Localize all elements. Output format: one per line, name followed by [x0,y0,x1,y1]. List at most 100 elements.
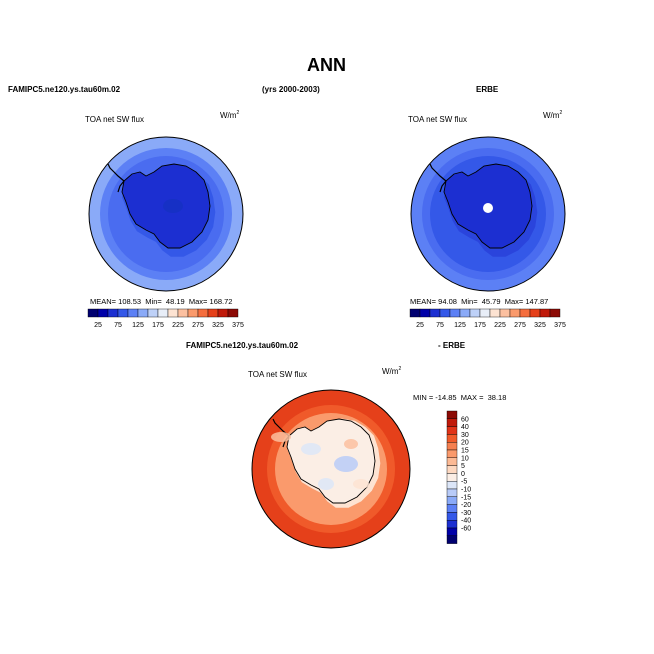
colorbar-swatch [449,308,461,318]
diff-colorbar-swatch [446,519,458,529]
diff-colorbar-tick-label: 30 [461,432,469,439]
colorbar-tick-label: 75 [114,322,122,329]
diff-colorbar-tick-label: -20 [461,502,471,509]
diff-colorbar-tick-label: 60 [461,416,469,423]
colorbar-tick-label: 25 [94,322,102,329]
page-title: ANN [307,55,346,75]
model-units-label: W/m2 [220,110,239,120]
diff-units-text: W/m [382,367,399,376]
diff-title-left: FAMIPC5.ne120.ys.tau60m.02 [186,341,299,350]
colorbar-swatch [197,308,209,318]
colorbar-tick-label: 225 [172,322,184,329]
obs-min-label: Min= [461,297,478,306]
diff-colorbar-tick-label: 20 [461,440,469,447]
obs-variable-label: TOA net SW flux [408,115,467,124]
diff-colorbar-swatch [446,418,458,427]
diff-colorbar-tick-label: 0 [461,471,465,478]
model-mean-label: MEAN= [90,297,117,306]
colorbar-swatch [499,308,511,318]
obs-colorbar: 25 75 125 175 225 275 325 375 [409,308,566,329]
colorbar-swatch [459,308,471,318]
colorbar-swatch [469,308,481,318]
colorbar-tick-label: 325 [212,322,224,329]
model-polar-map [88,136,244,292]
colorbar-swatch [217,308,229,318]
diff-colorbar-tick-label: -30 [461,510,471,517]
obs-units-exp: 2 [559,110,563,116]
diff-colorbar-swatch [446,442,458,451]
obs-mean-value: 94.08 [438,297,457,306]
diff-colorbar-swatch [446,434,458,443]
diff-colorbar-swatch [446,449,458,459]
diff-anomaly [344,439,358,449]
obs-units-text: W/m [543,111,560,120]
colorbar-swatch [539,308,551,318]
colorbar-swatch [177,308,189,318]
obs-max-label: Max= [504,297,524,306]
colorbar-tick-label: 175 [474,322,486,329]
diff-units-label: W/m2 [382,366,401,376]
colorbar-tick-label: 325 [534,322,546,329]
colorbar-tick-label: 75 [436,322,444,329]
model-units-exp: 2 [236,110,240,116]
diff-colorbar-swatch [446,426,458,435]
obs-max-value: 147.87 [525,297,549,306]
colorbar-tick-label: 275 [514,322,526,329]
colorbar-swatch [529,308,541,318]
model-mean-value: 108.53 [118,297,142,306]
colorbar-tick-label: 225 [494,322,506,329]
diff-colorbar-tick-label: -60 [461,526,471,533]
diff-colorbar-swatch [446,527,458,537]
diff-variable-label: TOA net SW flux [248,370,307,379]
case-name-label: FAMIPC5.ne120.ys.tau60m.02 [8,85,121,94]
diff-colorbar-swatch [446,480,458,490]
diff-anomaly [271,432,291,442]
diff-anomaly [334,456,358,472]
obs-min-value: 45.79 [481,297,501,306]
obs-units-label: W/m2 [543,110,562,120]
model-stats: MEAN= 108.53 Min= 48.19 Max= 168.72 [90,297,232,306]
diff-polar-map [251,389,411,549]
model-min-label: Min= [145,297,162,306]
diff-colorbar-swatch [446,410,458,420]
colorbar-tick-label: 375 [232,322,244,329]
model-variable-label: TOA net SW flux [85,115,144,124]
peninsula-outline [429,163,447,193]
diff-anomaly [318,478,334,490]
obs-stats: MEAN= 94.08 Min= 45.79 Max= 147.87 [410,297,548,306]
colorbar-swatch [187,308,199,318]
colorbar-swatch [429,308,441,318]
model-min-value: 48.19 [165,297,185,306]
peninsula-outline [107,163,125,193]
colorbar-swatch [509,308,521,318]
colorbar-swatch [227,308,239,318]
colorbar-swatch [167,308,179,318]
diff-colorbar-swatch [446,535,458,544]
model-max-value: 168.72 [209,297,233,306]
diff-colorbar-swatch [446,457,458,466]
diff-colorbar-swatch [446,504,458,513]
diff-anomaly [353,479,369,489]
diff-colorbar-swatch [446,465,458,474]
colorbar-swatch [147,308,159,318]
diff-colorbar-tick-label: -40 [461,518,471,525]
colorbar-swatch [549,308,561,318]
plateau-minimum [163,199,183,213]
colorbar-swatch [419,308,431,318]
colorbar-swatch [489,308,501,318]
diff-colorbar-tick-label: -5 [461,479,467,486]
colorbar-tick-label: 125 [132,322,144,329]
colorbar-swatch [127,308,139,318]
colorbar-swatch [479,308,491,318]
colorbar-swatch [117,308,129,318]
diff-colorbar-swatch [446,473,458,482]
colorbar-swatch [409,308,421,318]
diff-units-exp: 2 [398,366,402,372]
colorbar-tick-label: 275 [192,322,204,329]
pole-hole [483,203,493,213]
obs-name-label: ERBE [476,85,499,94]
diff-colorbar-swatch [446,496,458,505]
colorbar-tick-label: 175 [152,322,164,329]
